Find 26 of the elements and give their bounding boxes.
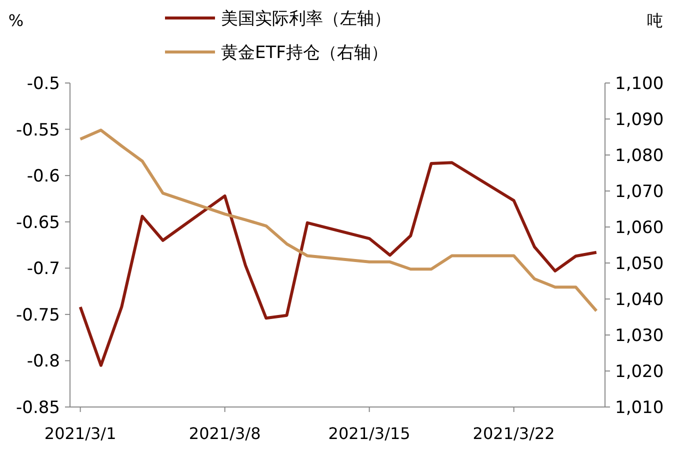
y2-axis-title: 吨 [647, 11, 663, 30]
y-tick-label: -0.85 [16, 398, 60, 418]
y-tick-label: -0.6 [26, 166, 60, 187]
y-tick-label: -0.5 [26, 74, 60, 94]
y-axis-title: % [8, 11, 24, 30]
y2-tick-label: 1,010 [615, 398, 664, 418]
y-tick-label: -0.65 [16, 212, 60, 233]
y2-tick-label: 1,100 [615, 74, 664, 94]
y2-tick-label: 1,020 [615, 362, 664, 382]
x-tick-label: 2021/3/8 [188, 424, 261, 443]
y2-tick-label: 1,040 [615, 290, 664, 310]
legend-label: 美国实际利率（左轴） [221, 9, 391, 29]
y2-tick-label: 1,070 [615, 182, 664, 202]
x-tick-label: 2021/3/22 [472, 424, 555, 443]
y-tick-label: -0.55 [16, 120, 60, 140]
y-tick-label: -0.8 [26, 352, 60, 372]
y2-tick-label: 1,050 [615, 254, 664, 274]
y2-tick-label: 1,090 [615, 110, 664, 130]
y-tick-label: -0.7 [26, 259, 60, 280]
y2-tick-label: 1,060 [615, 218, 664, 238]
x-tick-label: 2021/3/15 [328, 424, 410, 443]
y2-tick-label: 1,030 [615, 326, 664, 346]
y-tick-label: -0.75 [16, 305, 60, 326]
x-tick-label: 2021/3/1 [44, 424, 116, 443]
y2-tick-label: 1,080 [615, 146, 664, 166]
legend-label: 黄金ETF持仓（右轴） [221, 43, 388, 63]
